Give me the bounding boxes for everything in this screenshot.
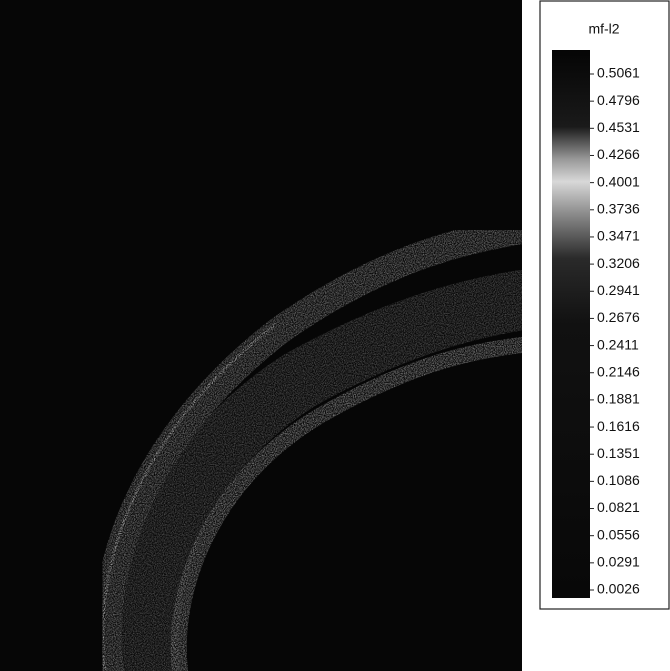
- colorbar-tick-label: 0.3471: [597, 228, 640, 244]
- colorbar-tick-label: 0.3206: [597, 255, 640, 271]
- colorbar-tick-label: 0.4001: [597, 173, 640, 189]
- colorbar-tick-label: 0.2941: [597, 282, 640, 298]
- colorbar: [552, 50, 590, 598]
- contour-field: [0, 0, 552, 671]
- colorbar-tick-label: 0.2411: [597, 336, 639, 352]
- colorbar-tick-label: 0.1351: [597, 445, 640, 461]
- colorbar-tick-label: 0.1616: [597, 418, 640, 434]
- colorbar-tick-label: 0.5061: [597, 65, 640, 81]
- colorbar-tick-label: 0.4531: [597, 119, 640, 135]
- colorbar-tick-label: 0.2146: [597, 363, 640, 379]
- colorbar-tick-label: 0.2676: [597, 309, 640, 325]
- colorbar-tick-label: 0.4266: [597, 146, 640, 162]
- colorbar-tick-label: 0.0556: [597, 526, 640, 542]
- colorbar-title: mf-l2: [588, 21, 619, 37]
- colorbar-tick-label: 0.3736: [597, 200, 640, 216]
- colorbar-tick-label: 0.1086: [597, 472, 640, 488]
- colorbar-tick-label: 0.0291: [597, 554, 640, 570]
- colorbar-tick-label: 0.0026: [597, 581, 640, 597]
- colorbar-tick-label: 0.1881: [597, 391, 640, 407]
- colorbar-tick-label: 0.0821: [597, 499, 640, 515]
- colorbar-tick-label: 0.4796: [597, 92, 640, 108]
